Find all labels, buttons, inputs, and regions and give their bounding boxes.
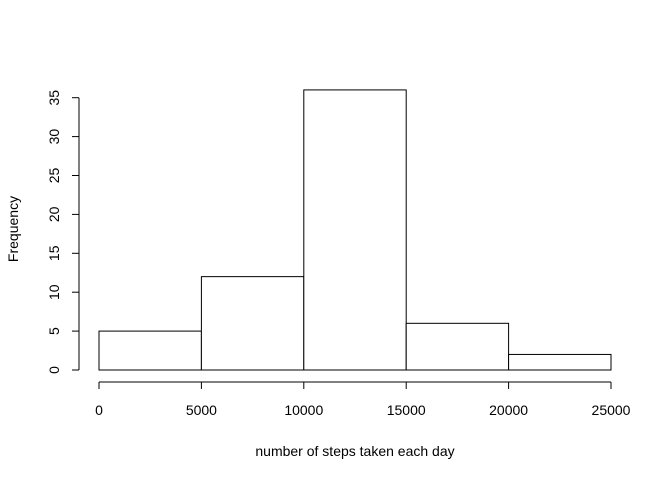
- histogram-bar: [200, 276, 305, 371]
- histogram-bars: [98, 89, 612, 371]
- histogram-bar: [405, 322, 510, 371]
- x-tick-label: 20000: [489, 402, 528, 418]
- histogram-bar: [303, 89, 407, 371]
- y-tick-label: 20: [46, 206, 62, 222]
- y-tick-label: 25: [46, 168, 62, 184]
- x-tick-label: 0: [95, 402, 103, 418]
- x-axis: 0 5000 10000 15000 20000 25000: [95, 381, 631, 418]
- x-tick-label: 15000: [387, 402, 426, 418]
- x-tick-label: 10000: [284, 402, 323, 418]
- y-axis: 0 5 10 15 20 25 30 35: [46, 90, 80, 374]
- x-tick-label: 25000: [592, 402, 631, 418]
- y-tick-label: 15: [46, 245, 62, 261]
- y-tick-label: 30: [46, 129, 62, 145]
- histogram-bar: [98, 330, 202, 371]
- y-tick-label: 10: [46, 284, 62, 300]
- x-tick-label: 5000: [186, 402, 217, 418]
- y-axis-label: Frequency: [5, 196, 21, 262]
- y-tick-label: 0: [46, 366, 62, 374]
- y-tick-label: 35: [46, 90, 62, 106]
- y-tick-label: 5: [46, 327, 62, 335]
- histogram-bar: [508, 353, 612, 371]
- x-axis-label: number of steps taken each day: [255, 443, 454, 459]
